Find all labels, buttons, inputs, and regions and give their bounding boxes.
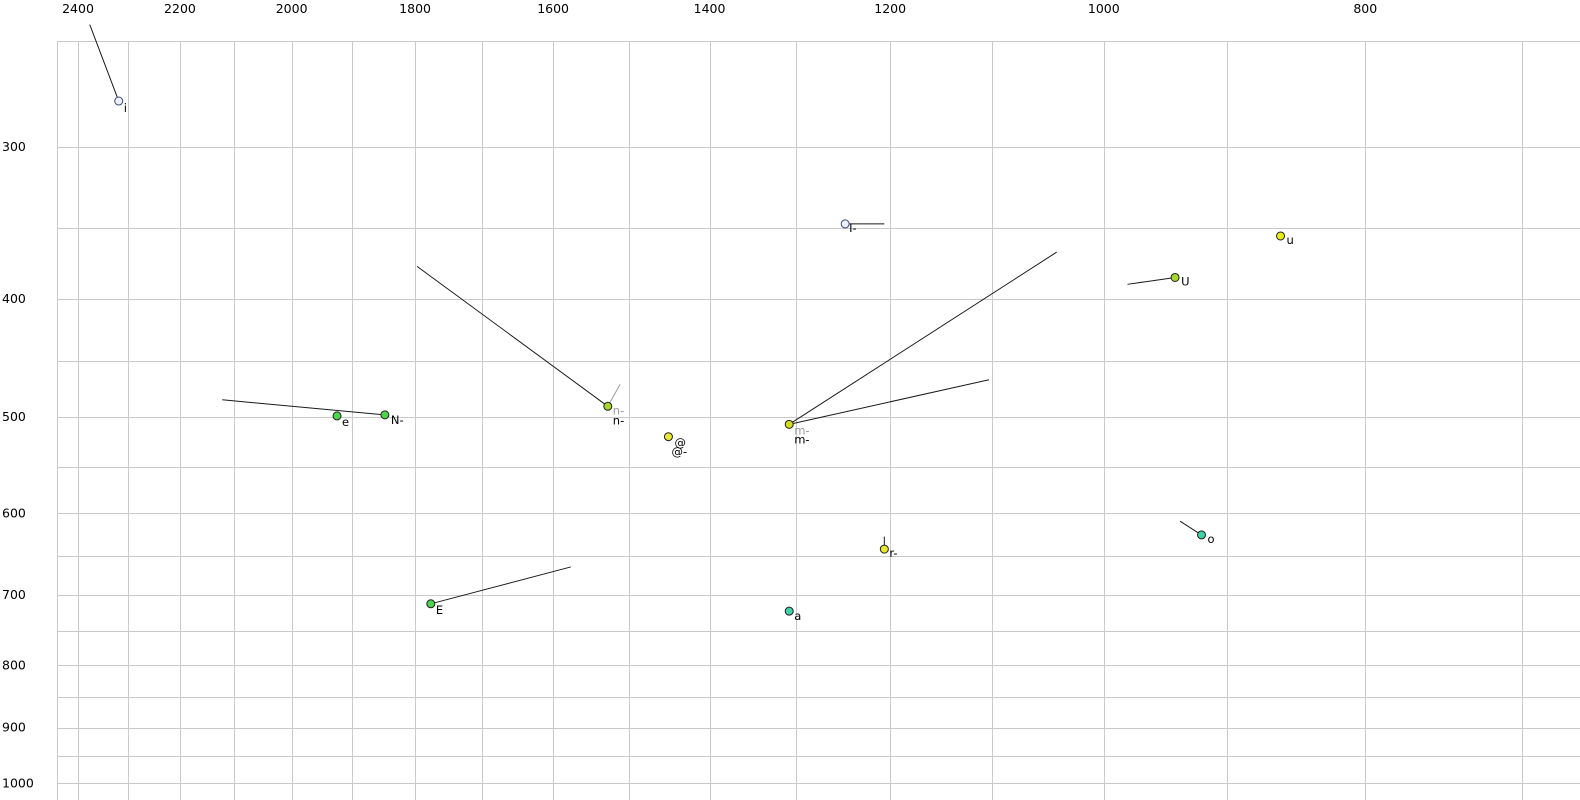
vowel-point-label: r- — [889, 546, 897, 560]
formant-trajectory-line — [789, 379, 990, 425]
vowel-point-label: a — [794, 609, 801, 623]
vowel-point-11[interactable] — [784, 606, 794, 616]
x-axis-tick-label: 2000 — [276, 1, 308, 16]
x-axis-tick-label: 1200 — [874, 1, 906, 16]
x-axis-tick-label: 2400 — [62, 1, 94, 16]
vowel-point-label: i — [124, 101, 127, 115]
y-axis-tick-label: 300 — [2, 139, 26, 154]
vowel-point-label: n- — [613, 413, 624, 427]
x-axis-tick-label: 1600 — [537, 1, 569, 16]
vowel-point-12[interactable] — [426, 599, 436, 609]
formant-trajectory-line — [222, 399, 385, 416]
vowel-point-8[interactable] — [1170, 272, 1180, 282]
y-axis-tick-label: 700 — [2, 587, 26, 602]
vowel-point-0[interactable] — [114, 96, 124, 106]
vowel-point-label: e — [342, 415, 349, 429]
vowel-point-6[interactable] — [784, 419, 794, 429]
vowel-point-label: m- — [794, 423, 809, 437]
vowel-point-label: I- — [849, 221, 857, 235]
formant-trajectory-line — [416, 265, 609, 407]
vowel-point-label: @- — [671, 445, 687, 459]
vowel-point-3[interactable] — [603, 401, 613, 411]
vowel-point-7[interactable] — [1276, 231, 1286, 241]
vowel-point-9[interactable] — [1197, 530, 1207, 540]
y-axis-tick-label: 600 — [2, 505, 26, 520]
formant-trajectory-line — [788, 251, 1057, 425]
x-axis-tick-label: 1000 — [1088, 1, 1120, 16]
vowel-point-label: U — [1181, 274, 1189, 288]
y-axis-tick-label: 800 — [2, 657, 26, 672]
vowel-point-label: E — [436, 603, 443, 617]
vowel-point-label: n- — [613, 403, 624, 417]
vowel-point-5[interactable] — [840, 219, 850, 229]
y-axis-tick-label: 900 — [2, 720, 26, 735]
vowel-point-label: o — [1208, 532, 1215, 546]
x-axis-tick-label: 2200 — [164, 1, 196, 16]
y-axis-tick-label: 500 — [2, 409, 26, 424]
vowel-point-4[interactable] — [663, 432, 673, 442]
formant-trajectory-line — [1127, 276, 1176, 285]
y-axis-tick-label: 400 — [2, 291, 26, 306]
y-axis-tick-label: 1000 — [2, 775, 34, 790]
x-axis-tick-label: 1400 — [694, 1, 726, 16]
vowel-point-label: m- — [794, 432, 809, 446]
formant-trajectory-line — [430, 566, 571, 605]
vowel-point-10[interactable] — [879, 544, 889, 554]
vowel-point-label: N- — [391, 413, 404, 427]
vowel-point-label: @ — [674, 436, 686, 450]
x-axis-tick-label: 800 — [1353, 1, 1377, 16]
formant-trajectory-line — [89, 24, 120, 102]
vowel-point-1[interactable] — [332, 411, 342, 421]
vowel-point-label: u — [1287, 233, 1294, 247]
x-axis-tick-label: 1800 — [399, 1, 431, 16]
vowel-point-2[interactable] — [380, 410, 390, 420]
